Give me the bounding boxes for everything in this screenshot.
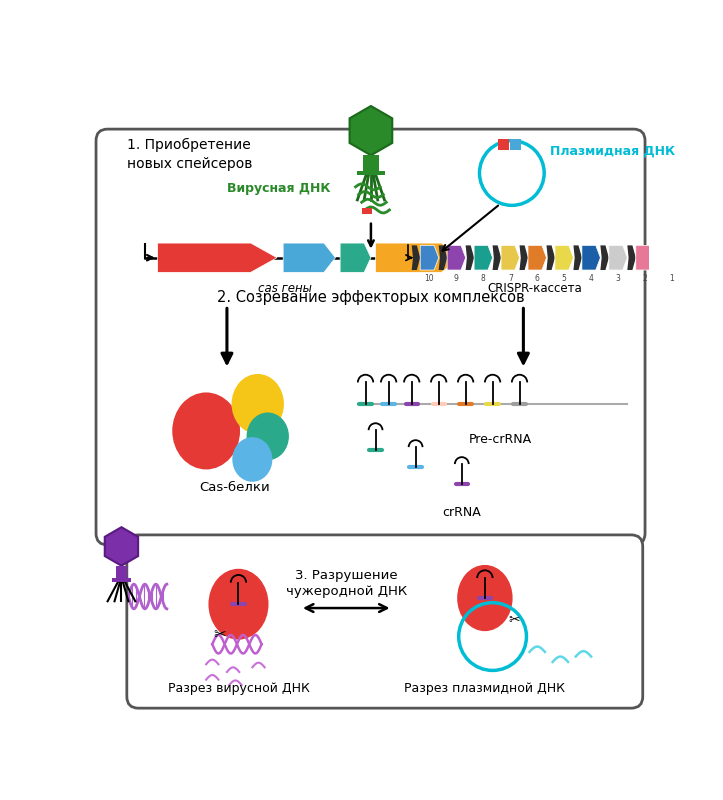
Text: 3. Разрушение
чужеродной ДНК: 3. Разрушение чужеродной ДНК (286, 569, 407, 598)
Text: CRISPR-кассета: CRISPR-кассета (487, 282, 582, 295)
Polygon shape (375, 243, 461, 272)
Polygon shape (283, 243, 335, 272)
Text: 9: 9 (454, 274, 459, 283)
Ellipse shape (231, 374, 284, 434)
Bar (510, 139, 521, 150)
Text: Плазмидная ДНК: Плазмидная ДНК (550, 145, 675, 158)
Polygon shape (628, 246, 636, 270)
Polygon shape (501, 246, 520, 270)
Text: 3: 3 (616, 274, 620, 283)
Polygon shape (663, 246, 681, 270)
Text: Pre-crRNA: Pre-crRNA (469, 434, 532, 446)
Bar (362, 208, 372, 214)
Polygon shape (547, 246, 555, 270)
Polygon shape (555, 246, 573, 270)
Ellipse shape (457, 565, 513, 631)
Text: 2: 2 (643, 274, 647, 283)
Text: Cas-белки: Cas-белки (200, 481, 270, 494)
Text: cas гены: cas гены (257, 282, 312, 295)
Polygon shape (520, 246, 528, 270)
Bar (116, 566, 127, 578)
Text: 2. Созревание эффекторых комплексов: 2. Созревание эффекторых комплексов (217, 290, 525, 305)
Text: 4: 4 (589, 274, 594, 283)
Text: 1: 1 (669, 274, 675, 283)
Polygon shape (681, 246, 690, 270)
Polygon shape (105, 527, 138, 566)
Text: 6: 6 (535, 274, 539, 283)
Ellipse shape (232, 437, 273, 482)
Polygon shape (158, 243, 277, 272)
Text: Вирусная ДНК: Вирусная ДНК (227, 182, 331, 195)
Text: 7: 7 (508, 274, 513, 283)
Polygon shape (420, 246, 439, 270)
Bar (112, 578, 132, 582)
Text: crRNA: crRNA (442, 506, 482, 518)
Polygon shape (447, 246, 466, 270)
FancyBboxPatch shape (96, 129, 645, 545)
Bar (498, 139, 509, 150)
Text: Разрез плазмидной ДНК: Разрез плазмидной ДНК (404, 682, 565, 695)
Ellipse shape (208, 569, 268, 640)
Polygon shape (411, 246, 420, 270)
Polygon shape (636, 246, 654, 270)
Text: 1. Приобретение
новых спейсеров: 1. Приобретение новых спейсеров (127, 138, 252, 171)
Polygon shape (492, 246, 501, 270)
Polygon shape (654, 246, 663, 270)
Text: ✂: ✂ (213, 627, 226, 642)
Polygon shape (466, 246, 474, 270)
Polygon shape (439, 246, 447, 270)
FancyBboxPatch shape (127, 535, 643, 708)
Polygon shape (474, 246, 492, 270)
Text: 5: 5 (562, 274, 567, 283)
Ellipse shape (247, 413, 289, 460)
Text: 8: 8 (481, 274, 486, 283)
Text: Разрез вирусной ДНК: Разрез вирусной ДНК (168, 682, 309, 695)
Bar (363, 155, 379, 172)
Text: 10: 10 (424, 274, 435, 283)
Polygon shape (609, 246, 628, 270)
Polygon shape (350, 106, 393, 155)
Bar (357, 170, 385, 175)
Polygon shape (340, 243, 371, 272)
Text: ✂: ✂ (508, 613, 520, 626)
Polygon shape (528, 246, 547, 270)
Polygon shape (600, 246, 609, 270)
Ellipse shape (172, 393, 240, 470)
Polygon shape (582, 246, 600, 270)
Polygon shape (573, 246, 582, 270)
